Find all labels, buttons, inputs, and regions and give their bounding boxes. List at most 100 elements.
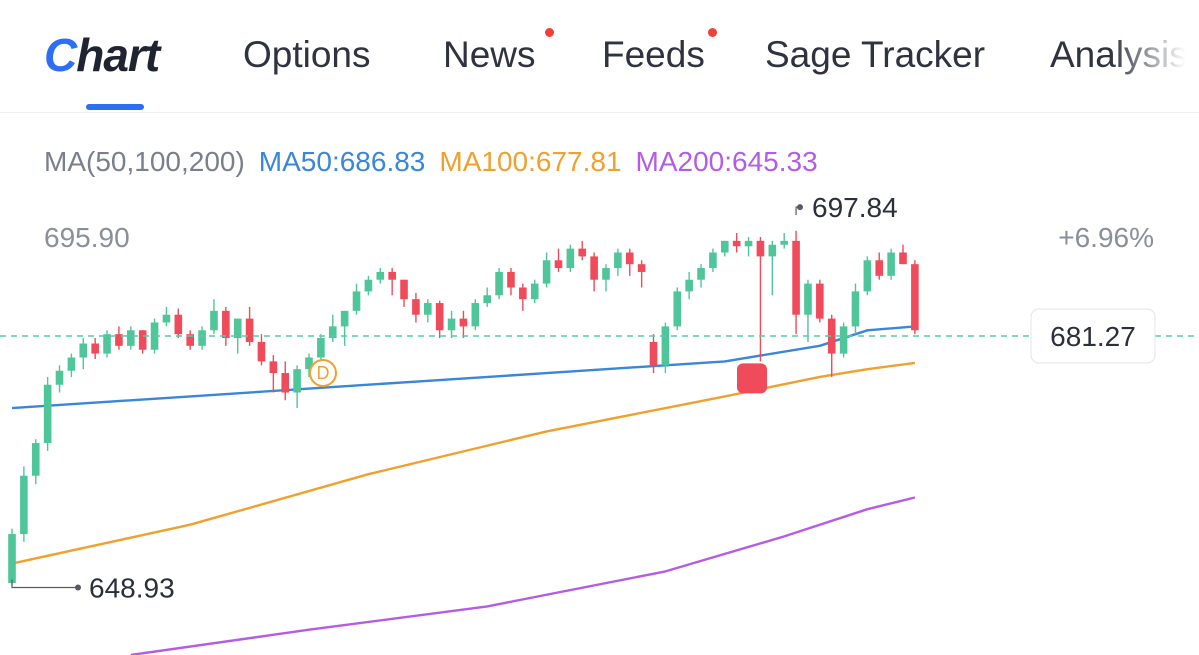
candle-body — [851, 291, 860, 327]
candle — [530, 279, 539, 304]
low-marker-label: 648.93 — [89, 572, 175, 603]
dividend-marker-circle — [309, 359, 337, 387]
candle — [721, 240, 729, 257]
candle-body — [305, 357, 313, 370]
candle — [412, 292, 420, 323]
candle-body — [602, 268, 610, 280]
candle-body — [79, 343, 88, 358]
candle — [661, 322, 670, 374]
candle-body — [162, 314, 171, 323]
tab-feeds[interactable]: Feeds — [602, 34, 705, 76]
candle — [899, 244, 907, 265]
candle-body — [578, 248, 587, 257]
change-percent-label: +6.96% — [1058, 222, 1154, 253]
chart-logo-initial: C — [44, 29, 77, 81]
tab-news-label: News — [443, 34, 536, 75]
candle — [138, 330, 147, 354]
candle — [578, 240, 587, 261]
candle-body — [471, 303, 480, 327]
tab-feeds-label: Feeds — [602, 34, 705, 75]
candle — [115, 326, 123, 350]
candle-body — [542, 260, 551, 284]
candle-body — [899, 252, 907, 265]
candle-body — [328, 326, 337, 339]
tab-sage-tracker[interactable]: Sage Tracker — [765, 34, 985, 76]
candle-body — [768, 244, 777, 257]
candle-body — [554, 260, 563, 269]
candle — [222, 306, 230, 346]
candle — [174, 308, 183, 339]
candle-body — [590, 256, 598, 280]
candle-body — [340, 310, 349, 327]
candle — [186, 330, 194, 350]
candle — [435, 300, 444, 339]
candle — [673, 287, 682, 331]
candle — [625, 248, 634, 276]
y-axis-top-label: 695.90 — [44, 222, 130, 253]
candle — [31, 439, 40, 485]
candle — [162, 306, 171, 327]
tab-news[interactable]: News — [443, 34, 536, 76]
candle-body — [43, 384, 52, 444]
candle-body — [352, 291, 361, 311]
candle-body — [804, 283, 812, 315]
candle-body — [174, 314, 183, 335]
high-marker-label: 697.84 — [812, 192, 898, 223]
candle-body — [732, 240, 741, 247]
candle — [352, 283, 361, 315]
candle — [792, 230, 800, 335]
candle-body — [269, 361, 278, 374]
candle — [875, 252, 884, 280]
candle-body — [483, 295, 491, 304]
tab-chart-label: hart — [76, 29, 160, 81]
candle — [293, 365, 301, 409]
tab-sage-tracker-label: Sage Tracker — [765, 34, 986, 75]
candle — [376, 268, 385, 284]
candle — [447, 310, 456, 339]
candle-body — [103, 334, 111, 354]
candle-body — [257, 341, 266, 362]
candle-body — [138, 330, 147, 350]
candle-body — [816, 283, 824, 319]
feeds-notification-dot — [708, 28, 717, 37]
candle-body — [875, 260, 884, 276]
candle — [744, 236, 753, 257]
moving-average-legend[interactable]: MA(50,100,200) MA50:686.83 MA100:677.81 MA2… — [44, 146, 832, 178]
candle-body — [222, 310, 230, 339]
candle-body — [507, 271, 515, 288]
candle-body — [756, 240, 765, 257]
candle — [424, 299, 432, 323]
candle-body — [495, 271, 503, 296]
candle-body — [364, 279, 373, 292]
candle — [851, 283, 860, 335]
candle-body — [685, 279, 693, 292]
candle — [20, 466, 28, 542]
candle — [507, 268, 515, 296]
tab-options[interactable]: Options — [243, 34, 371, 76]
dividend-marker[interactable]: D — [309, 359, 337, 387]
dividend-marker-label: D — [317, 363, 330, 383]
candle — [911, 260, 919, 335]
candle-body — [400, 279, 408, 300]
candle-body — [31, 443, 40, 476]
candle-body — [8, 534, 16, 584]
candle-body — [887, 252, 895, 276]
candle-body — [709, 252, 717, 269]
candle — [198, 326, 206, 350]
tab-overflow-fade — [1110, 0, 1199, 110]
candle-body — [210, 310, 218, 331]
event-marker-square[interactable] — [737, 363, 767, 394]
candle-body — [839, 326, 848, 354]
candle-body — [649, 341, 658, 366]
candle — [566, 244, 575, 272]
tab-chart[interactable]: Chart — [44, 28, 160, 82]
candle — [233, 318, 242, 354]
top-navigation: Chart Options News Feeds Sage Tracker An… — [0, 0, 1199, 113]
candle — [483, 287, 491, 307]
candle-body — [388, 271, 396, 280]
candle — [614, 248, 622, 276]
candle — [542, 252, 551, 288]
candle — [816, 279, 824, 323]
candle — [756, 236, 765, 362]
